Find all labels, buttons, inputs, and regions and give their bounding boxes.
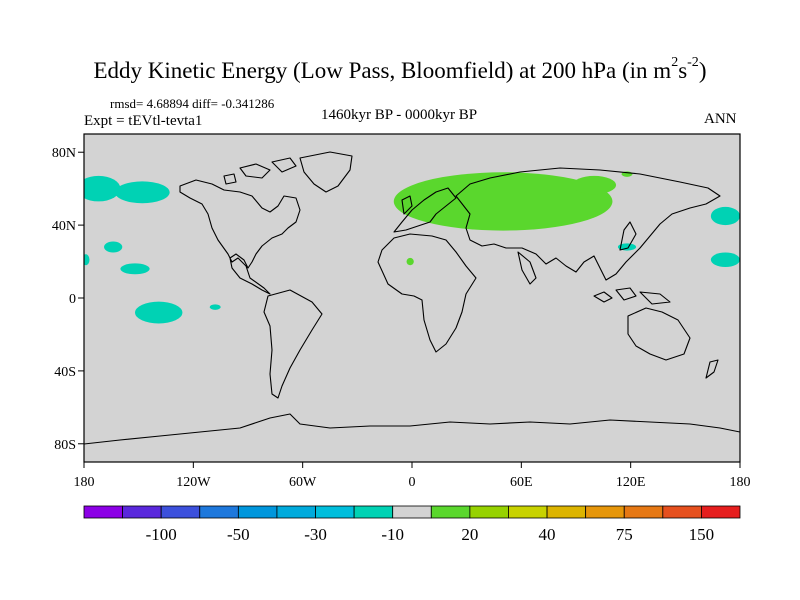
anomaly-west-pacific-subtropics: [710, 252, 740, 268]
x-tick-label: 60E: [510, 475, 533, 490]
title-exponent-m: 2: [671, 55, 679, 71]
coastline-new-zealand: [705, 359, 719, 379]
coastline-europe: [393, 187, 457, 233]
colorbar-label: 150: [689, 525, 715, 544]
coastline-indonesia: [593, 287, 671, 305]
colorbar-swatch: [546, 505, 587, 519]
x-tick-label: 60W: [289, 475, 317, 490]
coastline-north-america: [179, 179, 301, 295]
colorbar-swatch: [315, 505, 355, 519]
colorbar-label: 20: [461, 525, 478, 544]
season-label: ANN: [704, 111, 737, 127]
colorbar-swatch: [430, 505, 471, 519]
coastline-greenland: [299, 151, 353, 193]
colorbar-label: 75: [616, 525, 633, 544]
y-tick-label: 0: [69, 292, 76, 307]
coastlines: [84, 151, 740, 445]
colorbar-swatch: [392, 505, 432, 519]
y-tick-label: 80S: [54, 438, 76, 453]
anomaly-hawaii-west: [84, 254, 90, 266]
colorbar-swatch: [237, 505, 278, 519]
anomaly-west-pacific-north: [710, 206, 740, 226]
anomaly-pacific-subtropics: [120, 263, 150, 275]
coastline-south-america: [263, 289, 323, 399]
anomaly-siberia-east: [572, 175, 617, 195]
coastline-japan: [619, 221, 637, 251]
colorbar-swatch: [585, 505, 625, 519]
y-tick-label: 40S: [54, 365, 76, 380]
colorbar-swatch: [662, 505, 702, 519]
colorbar-label: -30: [304, 525, 327, 544]
colorbar-swatch: [122, 505, 162, 519]
anomaly-north-pacific-mid: [104, 241, 123, 253]
colorbar-swatch: [353, 505, 394, 519]
coastline-india: [517, 251, 537, 285]
chart-title: Eddy Kinetic Energy (Low Pass, Bloomfiel…: [0, 55, 800, 84]
colorbar-swatch: [83, 505, 123, 519]
title-main: Eddy Kinetic Energy (Low Pass, Bloomfiel…: [93, 58, 672, 83]
x-tick-label: 180: [74, 475, 95, 490]
colorbar-swatch: [160, 505, 201, 519]
colorbar-label: -100: [146, 525, 177, 544]
experiment-label: Expt = tEVtl-tevta1: [84, 113, 203, 129]
colorbar-label: -50: [227, 525, 250, 544]
coastline-europe-africa: [377, 233, 477, 353]
anomaly-japan-east: [617, 243, 637, 251]
anomaly-layer: [84, 171, 740, 324]
axis-ticks: 180 120W 60W 0 60E 120E 180 80N 40N 0 40S 80S: [52, 146, 751, 490]
title-close: ): [698, 58, 707, 83]
colorbar-swatch: [508, 505, 548, 519]
coastline-asia: [455, 167, 721, 281]
anomaly-alaska-pacific: [114, 181, 170, 204]
colorbar-swatch: [623, 505, 664, 519]
colorbar-swatch: [701, 505, 741, 519]
x-tick-label: 0: [409, 475, 416, 490]
colorbar-label: -10: [381, 525, 404, 544]
coastline-arctic-islands: [223, 157, 297, 185]
colorbar-label: 40: [539, 525, 556, 544]
y-tick-label: 40N: [52, 219, 76, 234]
coastline-australia: [627, 307, 691, 361]
stats-label: rmsd= 4.68894 diff= -0.341286: [110, 96, 275, 111]
title-unit-s: s: [678, 58, 688, 83]
colorbar-swatch: [276, 505, 316, 519]
anomaly-eurasia-jet: [393, 172, 613, 231]
anomaly-peru-coast: [209, 304, 221, 310]
coastline-antarctica: [84, 413, 740, 445]
title-exponent-s: -2: [687, 55, 699, 71]
colorbar-swatch: [469, 505, 509, 519]
x-tick-label: 120E: [616, 475, 646, 490]
period-label: 1460kyr BP - 0000kyr BP: [321, 107, 478, 123]
x-tick-label: 180: [730, 475, 751, 490]
y-tick-label: 80N: [52, 146, 76, 161]
anomaly-north-pacific-west: [84, 175, 121, 202]
colorbar-swatch: [199, 505, 239, 519]
anomaly-west-africa: [406, 257, 414, 266]
map-background: [84, 134, 740, 462]
anomaly-tropical-east-pacific: [135, 301, 183, 324]
colorbar: -100 -50 -30 -10 20 40 75 150: [83, 505, 741, 544]
x-tick-label: 120W: [176, 475, 211, 490]
